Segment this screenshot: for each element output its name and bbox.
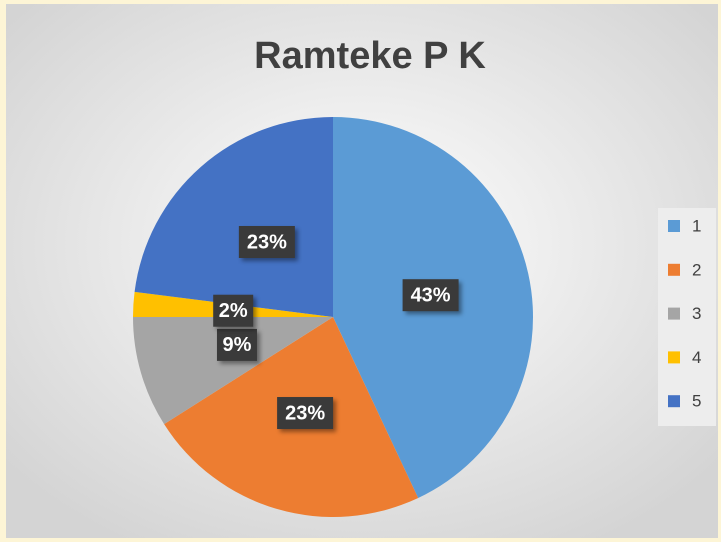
data-label-text: 43% [411, 284, 451, 306]
legend-box [658, 208, 716, 426]
legend-label: 3 [692, 304, 701, 323]
data-label-text: 23% [285, 402, 325, 424]
legend-swatch [668, 220, 680, 232]
data-label: 23% [277, 397, 334, 430]
data-label: 9% [216, 328, 257, 361]
data-label: 23% [238, 225, 295, 258]
data-label: 2% [213, 294, 254, 327]
chart-title: Ramteke P K [254, 35, 486, 77]
label-box [213, 294, 254, 327]
label-box [238, 225, 295, 258]
data-label: 43% [402, 279, 459, 312]
legend-swatch [668, 351, 680, 364]
legend-label: 1 [692, 216, 701, 235]
data-label-text: 2% [219, 300, 248, 322]
pie-slice [133, 317, 333, 425]
pie-slice [134, 117, 333, 317]
label-box [277, 397, 334, 430]
legend-swatch [668, 395, 680, 408]
legend-label: 2 [692, 260, 701, 279]
data-label-text: 9% [223, 334, 252, 356]
legend-swatch [668, 307, 680, 320]
data-label-text: 23% [247, 231, 287, 253]
label-box [216, 328, 257, 361]
label-box [402, 279, 459, 312]
legend-label: 5 [692, 392, 701, 411]
legend-swatch [668, 263, 680, 276]
legend-label: 4 [692, 348, 701, 367]
